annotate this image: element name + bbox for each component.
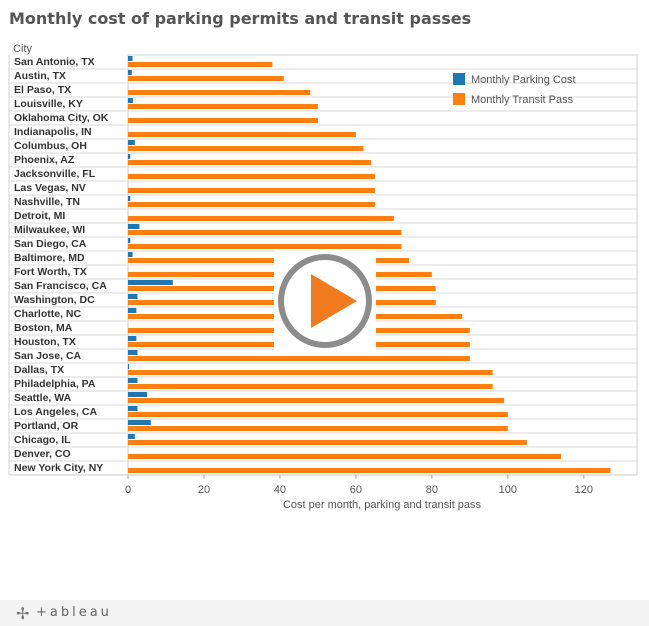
x-tick-label: 100: [499, 484, 517, 496]
row-label: Nashville, TN: [14, 196, 80, 208]
bar-parking: [128, 364, 130, 369]
row-header: City: [13, 43, 32, 55]
bar-transit: [128, 216, 394, 221]
play-button[interactable]: [274, 250, 376, 352]
bar-transit: [128, 62, 273, 67]
bar-parking: [128, 392, 147, 397]
bar-transit: [128, 398, 505, 403]
bar-parking: [128, 350, 138, 355]
row-label: Seattle, WA: [14, 392, 72, 404]
bar-transit: [128, 174, 375, 179]
legend-label: Monthly Parking Cost: [471, 74, 576, 86]
x-tick-label: 60: [350, 484, 362, 496]
x-tick-label: 0: [125, 484, 131, 496]
row-label: Philadelphia, PA: [14, 378, 96, 390]
bar-parking: [128, 70, 132, 75]
bar-transit: [128, 244, 402, 249]
row-label: San Diego, CA: [14, 238, 87, 250]
row-label: Oklahoma City, OK: [14, 112, 109, 124]
bar-transit: [128, 440, 527, 445]
bar-chart: San Antonio, TX Austin, TX El Paso, TX Loui…: [8, 43, 638, 511]
row-label: Detroit, MI: [14, 210, 65, 222]
bar-transit: [128, 384, 493, 389]
bar-transit: [128, 370, 493, 375]
tableau-logo-icon: ✢: [16, 606, 30, 623]
bar-transit: [128, 118, 318, 123]
bar-parking: [128, 154, 131, 159]
bar-transit: [128, 412, 508, 417]
bar-parking: [128, 336, 137, 341]
row-label: Boston, MA: [14, 322, 73, 334]
play-icon: [311, 274, 357, 328]
chart-title: Monthly cost of parking permits and tran…: [9, 9, 472, 28]
legend-label: Monthly Transit Pass: [471, 94, 574, 106]
row-label: Dallas, TX: [14, 364, 64, 376]
bar-transit: [128, 104, 318, 109]
bar-transit: [128, 188, 375, 193]
bar-parking: [128, 56, 133, 61]
bar-parking: [128, 140, 135, 145]
row-label: El Paso, TX: [14, 84, 71, 96]
row-label: Washington, DC: [14, 294, 95, 306]
row-label: Baltimore, MD: [14, 252, 85, 264]
row-label: Portland, OR: [14, 420, 79, 432]
tableau-footer: ✢ +ableau: [0, 600, 649, 626]
row-label: Charlotte, NC: [14, 308, 82, 320]
row-label: Chicago, IL: [14, 434, 71, 446]
row-label: Milwaukee, WI: [14, 224, 85, 236]
row-label: San Francisco, CA: [14, 280, 107, 292]
legend-swatch: [453, 73, 465, 85]
bar-parking: [128, 378, 138, 383]
bar-parking: [128, 308, 137, 313]
row-label: Jacksonville, FL: [14, 168, 96, 180]
row-label: Las Vegas, NV: [14, 182, 86, 194]
bar-parking: [128, 224, 140, 229]
legend: Monthly Parking Cost Monthly Transit Pass: [453, 73, 576, 106]
bar-transit: [128, 454, 562, 459]
row-label: Indianapolis, IN: [14, 126, 92, 138]
bar-transit: [128, 160, 372, 165]
bar-transit: [128, 356, 470, 361]
x-axis-label: Cost per month, parking and transit pass: [283, 499, 482, 511]
x-tick-label: 40: [274, 484, 286, 496]
row-label: San Jose, CA: [14, 350, 82, 362]
bar-transit: [128, 258, 410, 263]
bar-parking: [128, 252, 133, 257]
row-labels: San Antonio, TX Austin, TX El Paso, TX Loui…: [14, 56, 109, 474]
bar-transit: [128, 468, 611, 473]
x-tick-label: 80: [426, 484, 438, 496]
row-label: Columbus, OH: [14, 140, 87, 152]
row-label: Houston, TX: [14, 336, 76, 348]
x-tick-label: 120: [575, 484, 593, 496]
tableau-logo-icon-text: +ableau: [36, 605, 112, 620]
row-label: Phoenix, AZ: [14, 154, 75, 166]
row-label: Denver, CO: [14, 448, 71, 460]
bar-parking: [128, 294, 138, 299]
bar-transit: [128, 426, 508, 431]
bar-parking: [128, 420, 151, 425]
bar-parking: [128, 238, 131, 243]
bar-transit: [128, 230, 402, 235]
row-label: Los Angeles, CA: [14, 406, 97, 418]
bar-transit: [128, 146, 364, 151]
row-label: Austin, TX: [14, 70, 66, 82]
bar-transit: [128, 202, 375, 207]
x-tick-label: 20: [198, 484, 210, 496]
bar-parking: [128, 280, 173, 285]
row-label: Louisville, KY: [14, 98, 83, 110]
legend-swatch: [453, 93, 465, 105]
bar-transit: [128, 76, 284, 81]
x-axis: 0 20 40 60 80 100 120: [125, 475, 593, 496]
row-label: New York City, NY: [14, 462, 103, 474]
bar-parking: [128, 434, 135, 439]
bar-transit: [128, 90, 311, 95]
bar-transit: [128, 132, 356, 137]
bar-parking: [128, 406, 138, 411]
bar-parking: [128, 98, 133, 103]
bar-parking: [128, 196, 131, 201]
row-label: San Antonio, TX: [14, 56, 95, 68]
row-label: Fort Worth, TX: [14, 266, 87, 278]
